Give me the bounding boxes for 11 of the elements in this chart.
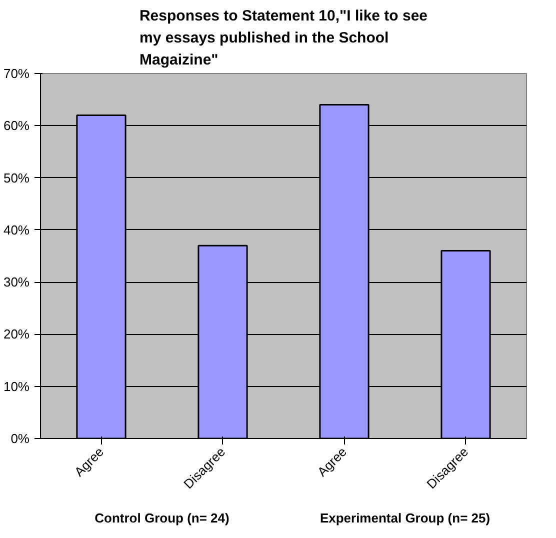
y-tick-label: 10%	[3, 378, 30, 394]
text: Control Group (n= 24)	[94, 510, 230, 526]
y-tick-label: 70%	[3, 66, 30, 81]
y-tick-label: 60%	[3, 118, 30, 134]
text: Experimental Group (n= 25)	[320, 510, 490, 526]
y-tick-label: 30%	[3, 274, 30, 290]
y-tick-label: 50%	[3, 170, 30, 186]
y-tick-label: 20%	[3, 326, 30, 342]
y-tick-label: 40%	[3, 222, 30, 238]
chart-title: Responses to Statement 10,"I like to see my essays published in the School Magaizine"	[139, 7, 428, 68]
y-tick-label: 0%	[10, 431, 30, 446]
